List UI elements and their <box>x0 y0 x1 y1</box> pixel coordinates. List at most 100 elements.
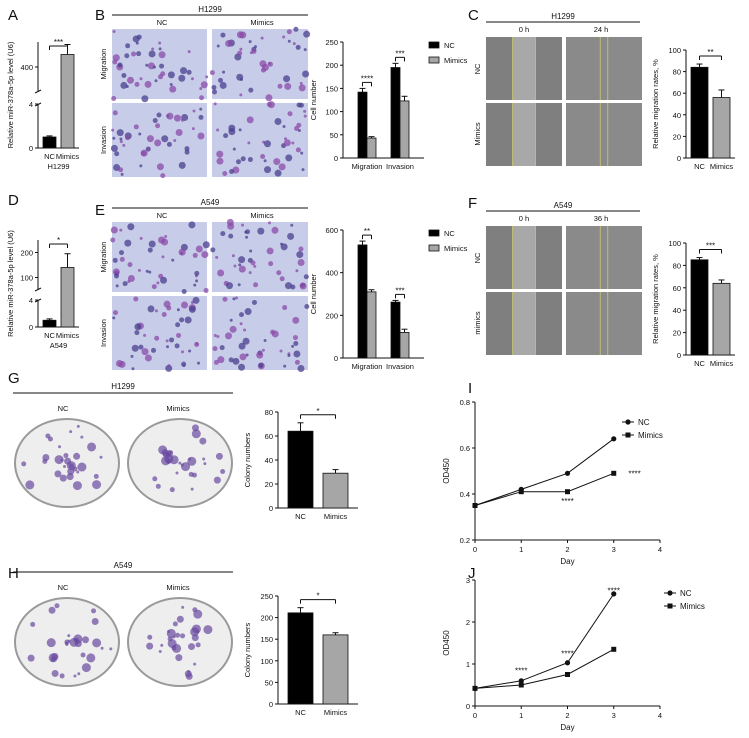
panel-e-invasion-mimics-image-bg <box>212 296 308 370</box>
panel-e-row-invasion: Invasion <box>99 319 108 347</box>
panel-g-nc-image <box>13 417 121 509</box>
cell-dot <box>147 146 151 150</box>
cell-dot <box>239 78 243 82</box>
panel-d-tick-label: 0 <box>29 323 33 332</box>
cell-dot <box>145 63 149 67</box>
cell-dot <box>213 102 217 106</box>
panel-f-tick-label: 60 <box>673 284 681 293</box>
cell-dot <box>176 308 180 312</box>
cell-dot <box>112 310 118 316</box>
panel-j-line-nc <box>474 593 615 689</box>
cell-dot <box>216 157 224 165</box>
panel-f-bar-mimics <box>712 282 731 356</box>
cell-dot <box>184 146 190 152</box>
cell-dot <box>298 84 306 92</box>
cell-dot <box>118 167 124 173</box>
panel-h-significance-label: * <box>316 592 319 601</box>
cell-dot <box>266 101 272 107</box>
colony-dot <box>184 670 192 678</box>
panel-b-tick-label: 150 <box>325 84 338 93</box>
panel-f-t1: 36 h <box>594 214 609 223</box>
panel-e-ylabel: Cell number <box>309 273 318 314</box>
cell-dot <box>274 118 282 126</box>
cell-dot <box>229 169 235 175</box>
cell-dot <box>171 258 175 262</box>
panel-d-ylabel: Relative miR-378a-5p level (U6) <box>6 230 15 337</box>
cell-dot <box>261 63 269 71</box>
panel-i-legend-marker <box>625 432 631 438</box>
colony-dot <box>181 605 185 609</box>
colony-dot <box>193 662 197 666</box>
colony-dot <box>46 638 56 648</box>
cell-dot <box>276 270 282 276</box>
panel-c-mimics-0h-image-gap <box>512 103 536 166</box>
cell-dot <box>124 53 130 59</box>
panel-g-ylabel: Colony numbers <box>243 432 252 487</box>
colony-dot <box>64 639 70 645</box>
colony-dot <box>50 656 56 662</box>
panel-h-category: Mimics <box>324 708 348 717</box>
panel-c-title: H1299 <box>551 12 575 21</box>
colony-dot <box>199 437 207 445</box>
colony-dot <box>76 424 80 428</box>
cell-dot <box>238 342 246 350</box>
panel-e-mimics-label: Mimics <box>250 211 274 220</box>
cell-dot <box>283 364 287 368</box>
panel-e-nc-label: NC <box>157 211 168 220</box>
cell-dot <box>295 147 301 153</box>
panel-g-tick-label: 80 <box>265 408 273 417</box>
cell-dot <box>134 81 140 87</box>
cell-dot <box>274 169 282 177</box>
cell-dot <box>186 69 192 75</box>
panel-f-tick-label: 100 <box>668 239 681 248</box>
cell-dot <box>205 75 209 79</box>
panel-h-category: NC <box>295 708 306 717</box>
panel-f-mimics-t-image <box>566 292 642 355</box>
cell-dot <box>283 139 291 147</box>
cell-dot <box>131 51 137 57</box>
cell-dot <box>112 110 118 116</box>
colony-dot <box>72 466 78 472</box>
cell-dot <box>173 139 177 143</box>
cell-dot <box>197 361 201 365</box>
cell-dot <box>181 361 187 367</box>
panel-j-legend-label: NC <box>680 589 692 598</box>
panel-a-significance-label: *** <box>54 38 63 47</box>
panel-c-mimics-t-image <box>566 103 642 166</box>
cell-dot <box>296 251 304 259</box>
cell-dot <box>248 87 254 93</box>
cell-dot <box>243 328 247 332</box>
cell-dot <box>120 172 124 176</box>
panel-e-significance-label: ** <box>364 227 370 236</box>
cell-dot <box>263 159 267 163</box>
cell-dot <box>295 269 299 273</box>
cell-dot <box>271 226 279 234</box>
cell-dot <box>115 284 119 288</box>
panel-j-xlabel: Day <box>560 723 574 732</box>
panel-i-x-tick-label: 0 <box>473 545 477 554</box>
colony-dot <box>80 435 84 439</box>
cell-dot <box>303 48 307 52</box>
cell-dot <box>159 63 165 69</box>
panel-b-tick-label: 50 <box>330 131 338 140</box>
cell-dot <box>198 114 204 120</box>
cell-dot <box>212 89 218 95</box>
panel-i-x-tick-label: 3 <box>612 545 616 554</box>
cell-dot <box>222 70 226 74</box>
cell-dot <box>238 128 242 132</box>
cell-dot <box>216 44 220 48</box>
cell-dot <box>279 349 283 353</box>
cell-dot <box>200 81 208 89</box>
colony-dot <box>202 457 206 461</box>
cell-dot <box>228 357 234 363</box>
cell-dot <box>191 127 195 131</box>
cell-dot <box>165 339 169 343</box>
cell-dot <box>181 288 187 294</box>
cell-dot <box>237 283 241 287</box>
colony-dot <box>172 621 178 627</box>
panel-g-category: NC <box>295 512 306 521</box>
cell-dot <box>138 344 144 350</box>
panel-j-legend-marker <box>667 590 673 596</box>
panel-e-tick-label: 200 <box>325 311 338 320</box>
colony-dot <box>73 637 79 643</box>
